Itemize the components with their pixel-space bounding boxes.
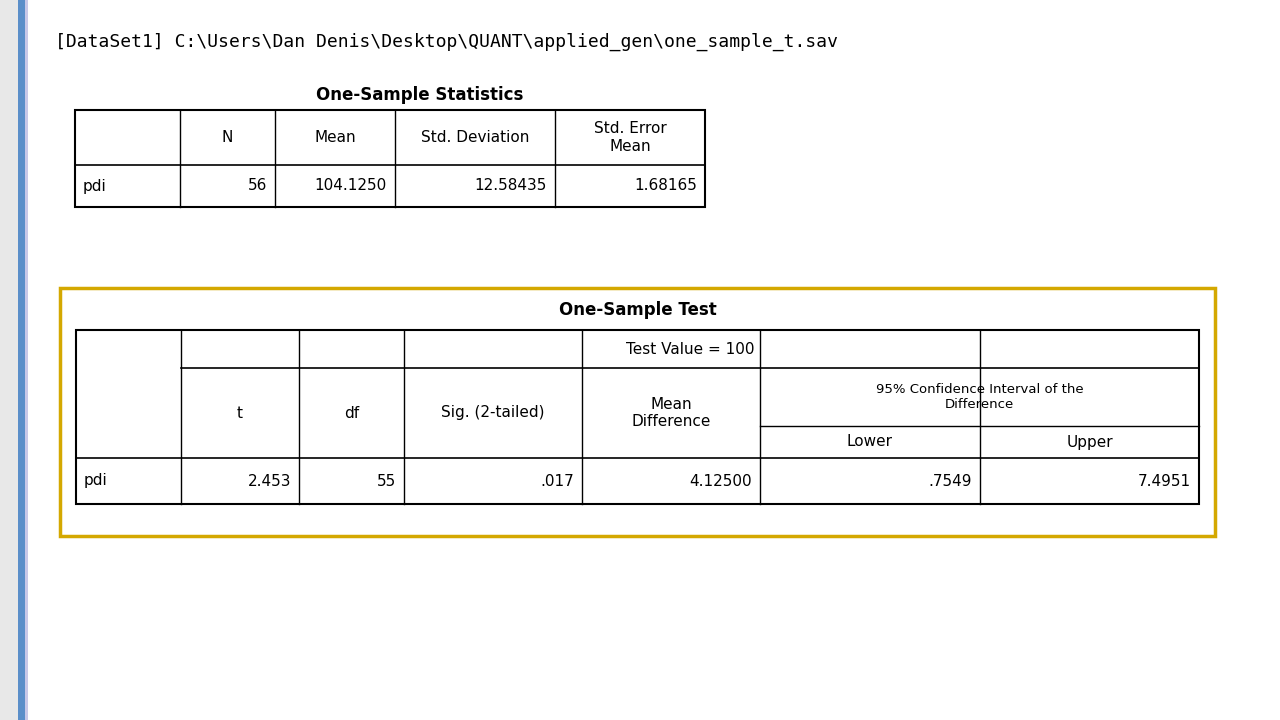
Text: Std. Deviation: Std. Deviation [421,130,529,145]
Text: 4.12500: 4.12500 [690,474,753,488]
Text: One-Sample Test: One-Sample Test [558,301,717,319]
Text: 1.68165: 1.68165 [634,179,698,194]
Text: 55: 55 [376,474,396,488]
Text: One-Sample Statistics: One-Sample Statistics [316,86,524,104]
Text: .017: .017 [540,474,573,488]
Text: 104.1250: 104.1250 [315,179,387,194]
Text: N: N [221,130,233,145]
Text: Test Value = 100: Test Value = 100 [626,341,754,356]
Text: 56: 56 [247,179,268,194]
Text: Upper: Upper [1066,434,1112,449]
Bar [60,288,1215,536]
Text: 7.4951: 7.4951 [1138,474,1190,488]
Text: Mean: Mean [314,130,356,145]
Text: 12.58435: 12.58435 [475,179,547,194]
Text: Sig. (2-tailed): Sig. (2-tailed) [442,405,545,420]
Bar [26,0,28,720]
Text: df: df [344,405,360,420]
Bar [76,330,1199,504]
Bar [18,0,26,720]
Text: [DataSet1] C:\Users\Dan Denis\Desktop\QUANT\applied_gen\one_sample_t.sav: [DataSet1] C:\Users\Dan Denis\Desktop\QU… [55,33,838,51]
Text: pdi: pdi [83,179,106,194]
Text: .7549: .7549 [928,474,972,488]
Bar [76,110,705,207]
Text: Lower: Lower [847,434,893,449]
Text: 2.453: 2.453 [247,474,291,488]
Text: 95% Confidence Interval of the
Difference: 95% Confidence Interval of the Differenc… [876,383,1083,411]
Text: Std. Error
Mean: Std. Error Mean [594,121,667,153]
Text: Mean
Difference: Mean Difference [631,397,710,429]
Text: t: t [237,405,243,420]
Text: pdi: pdi [84,474,108,488]
